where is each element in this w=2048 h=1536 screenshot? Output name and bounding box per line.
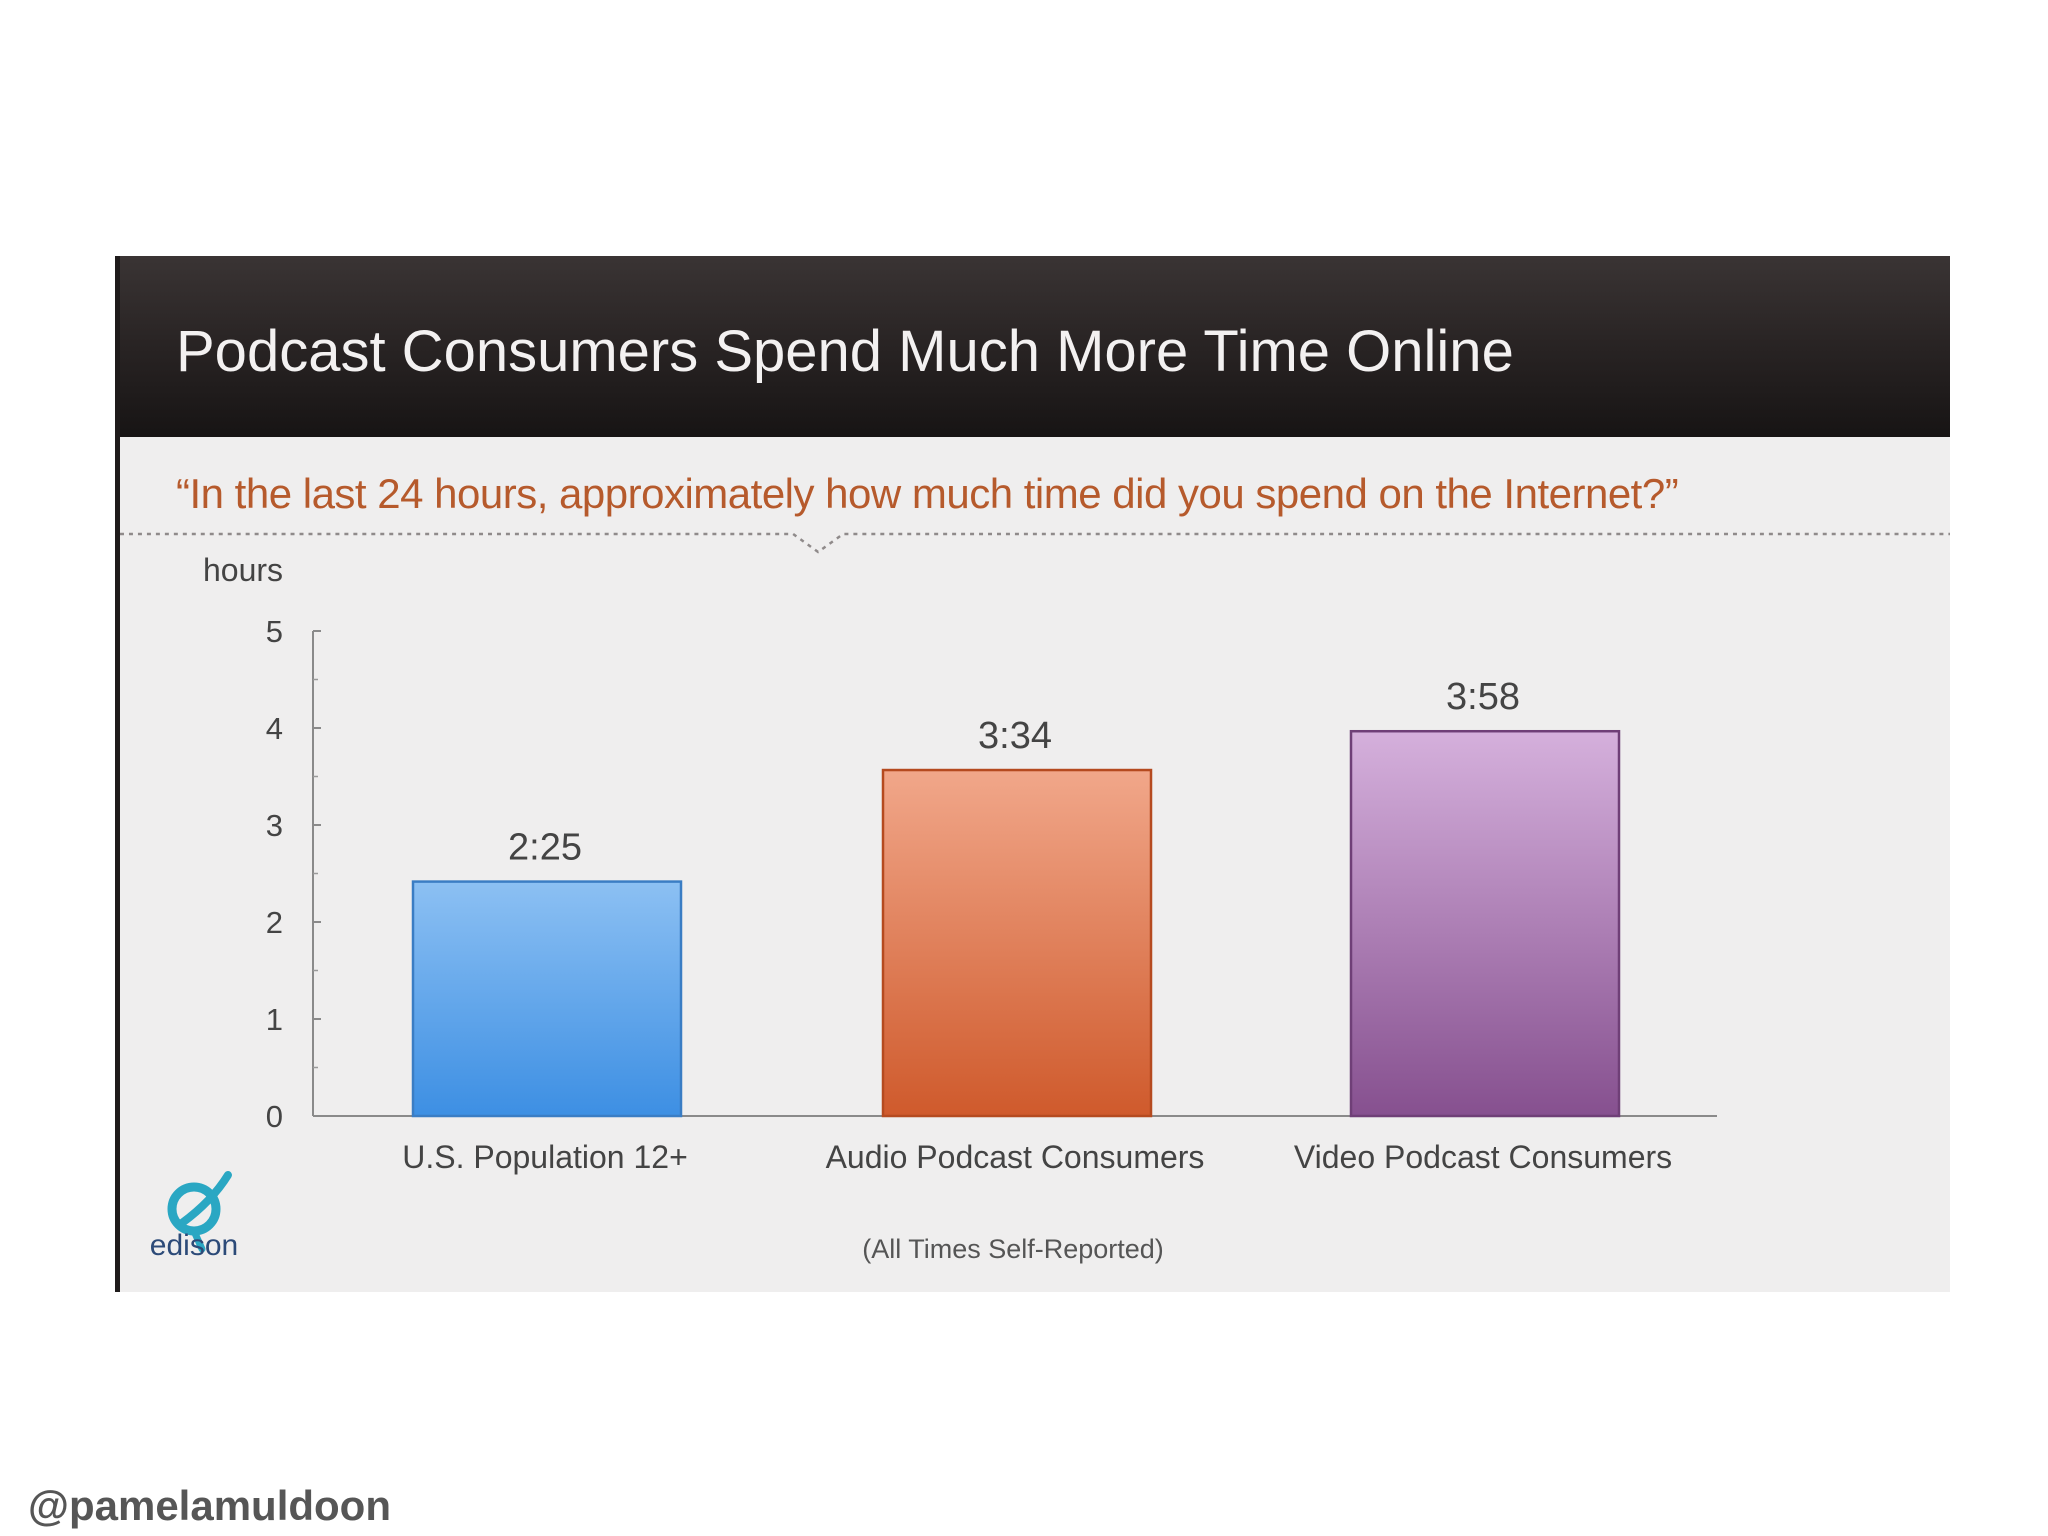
category-label: Video Podcast Consumers (1294, 1139, 1672, 1175)
bar-data-label: 3:58 (1446, 676, 1520, 718)
bar-data-label: 2:25 (508, 827, 582, 869)
bar (1349, 729, 1621, 1118)
title-bar: Podcast Consumers Spend Much More Time O… (120, 256, 1950, 437)
survey-question: “In the last 24 hours, approximately how… (176, 470, 1679, 517)
bar-data-label: 3:34 (978, 715, 1052, 757)
category-label: U.S. Population 12+ (402, 1139, 688, 1175)
slide-title: Podcast Consumers Spend Much More Time O… (176, 319, 1514, 384)
edison-logo-icon (167, 1171, 232, 1253)
dotted-divider (120, 532, 1950, 554)
y-tick-label: 0 (266, 1099, 283, 1134)
logo-wordmark: edison (149, 1229, 239, 1262)
bar (881, 768, 1153, 1118)
y-tick-label: 4 (266, 711, 283, 746)
y-tick-label: 3 (266, 808, 283, 843)
bar-chart: hours 0 1 2 3 4 5 2:25 U.S. Population 12+ 3:34 Au… (203, 552, 1717, 1264)
y-axis-label: hours (203, 552, 283, 588)
y-tick-label: 1 (266, 1002, 283, 1037)
chart-footnote: (All Times Self-Reported) (862, 1234, 1164, 1264)
y-tick-label: 2 (266, 905, 283, 940)
author-handle: @pamelamuldoon (28, 1482, 391, 1529)
bar (411, 880, 683, 1118)
category-label: Audio Podcast Consumers (826, 1139, 1205, 1175)
slide: Podcast Consumers Spend Much More Time O… (115, 256, 1950, 1292)
y-tick-label: 5 (266, 614, 283, 649)
